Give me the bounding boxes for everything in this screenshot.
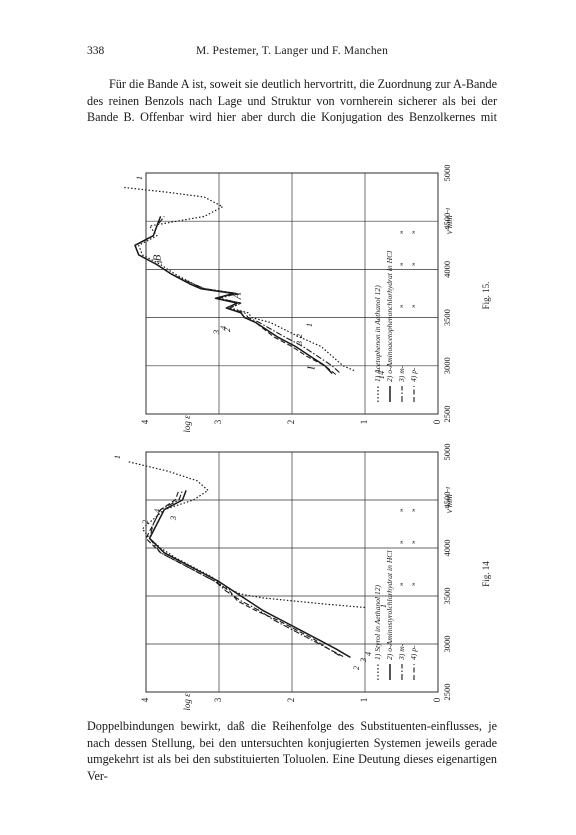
legend-entry: 3) m-: [397, 365, 406, 383]
ditto-mark: »: [410, 508, 418, 512]
curve-number-label: 3: [294, 341, 304, 346]
curve-number-label: 3: [211, 330, 221, 335]
curve-number-label: 4: [363, 651, 373, 656]
figure-caption: Fig. 14: [481, 561, 491, 587]
band-label-I: I: [306, 365, 318, 371]
logeps-tick-label: 3: [213, 419, 223, 424]
wavenumber-tick-label: 3500: [442, 588, 452, 605]
page-header: 338 M. Pestemer, T. Langer und F. Manche…: [87, 45, 497, 59]
logeps-tick-label: 2: [286, 420, 296, 425]
curve-number-label: 1: [134, 176, 144, 180]
curve-number-label: 4: [218, 325, 228, 330]
series-line-1: [127, 461, 366, 609]
logeps-tick-label: 1: [359, 698, 369, 703]
logeps-axis-label: log ε: [182, 693, 192, 711]
paragraph-top: Für die Bande A ist, soweit sie deutlich…: [87, 77, 497, 124]
wavenumber-tick-label: 4000: [442, 261, 452, 278]
series-line-3: [149, 490, 340, 656]
running-head: M. Pestemer, T. Langer und F. Manchen: [195, 45, 389, 57]
wavenumber-tick-label: 3000: [442, 636, 452, 653]
wavenumber-tick-label: 4500: [442, 492, 452, 509]
logeps-tick-label: 3: [213, 697, 223, 702]
curve-number-label: 2: [294, 333, 304, 338]
curve-number-label: 4: [152, 508, 162, 513]
logeps-tick-label: 1: [359, 420, 369, 425]
legend-entry: 1) Acetophenon in Aethanol 12): [373, 285, 382, 382]
series-line-4: [134, 216, 337, 375]
legend-entry: 2) o-Aminoacetophenonchlorhydrat in HCl: [385, 251, 394, 382]
wavenumber-axis-label: ν'mm⁻¹: [444, 487, 454, 514]
ditto-mark: »: [398, 304, 406, 308]
ditto-mark: »: [410, 230, 418, 234]
wavenumber-tick-label: 3500: [442, 309, 452, 326]
ditto-mark: »: [398, 508, 406, 512]
legend: 1) Acetophenon in Aethanol 12) 2) o-Amino…: [373, 230, 418, 402]
curve-number-label: 14: [376, 370, 386, 379]
curve-number-label: 2: [140, 519, 150, 524]
legend-entry: 2) o-Aminostyrolchlorhydrat in HCl: [385, 551, 394, 660]
curve-number-label: 1: [112, 455, 122, 459]
wavenumber-tick-label: 2500: [442, 684, 452, 701]
band-label-A: A: [232, 292, 244, 300]
figure-14: 2500 3000 3500 4000 4500 5000 0 1 2 3 4 ν'mm⁻¹ log ε…: [112, 444, 491, 711]
curve-number-label: 2: [351, 665, 361, 670]
logeps-tick-label: 4: [140, 419, 150, 424]
wavenumber-tick-label: 2500: [442, 406, 452, 423]
legend: 1) Styrol in Aethanol 12) 2) o-Aminostyro…: [373, 508, 418, 680]
curve-number-label: 1: [154, 260, 164, 264]
logeps-tick-label: 2: [286, 698, 296, 703]
wavenumber-tick-label: 5000: [442, 165, 452, 182]
legend-entry: 4) p-: [409, 645, 418, 660]
ditto-mark: »: [410, 540, 418, 544]
curve-number-label: 1: [378, 604, 388, 608]
wavenumber-tick-label: 4000: [442, 540, 452, 557]
curve-number-label: 3: [358, 658, 368, 663]
logeps-tick-label: 0: [432, 419, 442, 424]
series-line-4: [145, 490, 344, 657]
ditto-mark: »: [398, 262, 406, 266]
curve-number-label: 1: [304, 323, 314, 327]
wavenumber-tick-label: 3000: [442, 357, 452, 374]
wavenumber-axis-label: ν'mm⁻¹: [444, 208, 454, 235]
page-number: 338: [87, 45, 105, 57]
series-line-1: [124, 186, 355, 372]
logeps-tick-label: 4: [140, 697, 150, 702]
wavenumber-tick-label: 4500: [442, 213, 452, 230]
wavenumber-tick-label: 5000: [442, 444, 452, 461]
paragraph-bottom: Doppelbindungen bewirkt, daß die Reihenf…: [87, 719, 497, 783]
legend-entry: 3) m-: [397, 643, 406, 661]
logeps-tick-label: 0: [432, 697, 442, 702]
logeps-axis-label: log ε: [182, 415, 192, 433]
ditto-mark: »: [410, 262, 418, 266]
curve-number-label: 2: [222, 327, 232, 332]
ditto-mark: »: [410, 582, 418, 586]
legend-entry: 4) p-: [409, 367, 418, 382]
ditto-mark: »: [410, 304, 418, 308]
legend-entry: 1) Styrol in Aethanol 12): [373, 584, 382, 660]
series-line-2: [148, 490, 351, 659]
ditto-mark: »: [398, 230, 406, 234]
ditto-mark: »: [398, 582, 406, 586]
curve-number-label: 3: [168, 516, 178, 521]
ditto-mark: »: [398, 540, 406, 544]
figure-caption: Fig. 15.: [481, 282, 491, 310]
band-label-B: B: [152, 254, 164, 261]
